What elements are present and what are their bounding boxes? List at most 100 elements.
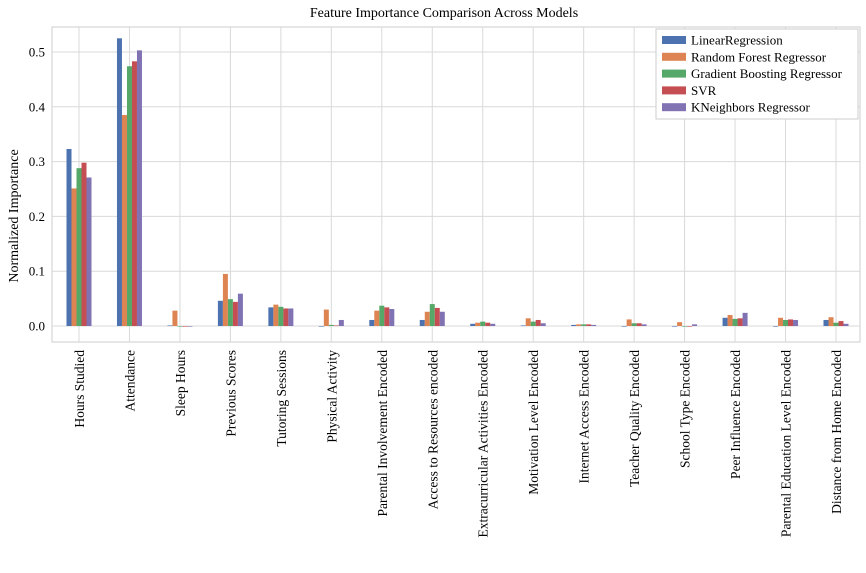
bar xyxy=(237,293,243,326)
bar xyxy=(793,319,799,326)
bar xyxy=(323,309,329,326)
bar xyxy=(328,324,334,326)
bar xyxy=(525,318,531,326)
y-tick-label: 0.2 xyxy=(29,209,45,224)
bar xyxy=(71,188,77,326)
bar xyxy=(369,319,375,326)
x-tick-label: Hours Studied xyxy=(72,350,87,428)
bar xyxy=(227,299,233,326)
bar xyxy=(222,273,228,326)
bar xyxy=(833,322,839,326)
bar xyxy=(626,319,632,326)
x-tick-label: Extracurricular Activities Encoded xyxy=(476,350,491,538)
bar xyxy=(66,148,72,326)
y-tick-label: 0.0 xyxy=(29,319,45,334)
bar xyxy=(490,323,496,326)
bar xyxy=(116,38,122,327)
bar xyxy=(182,326,188,327)
bar xyxy=(475,322,481,326)
x-tick-label: Tutoring Sessions xyxy=(274,350,289,447)
bar xyxy=(338,319,344,326)
bar xyxy=(439,311,445,326)
bar xyxy=(384,307,390,326)
bar xyxy=(480,321,486,326)
bar xyxy=(828,317,834,326)
y-axis-ticks: 0.0 0.1 0.2 0.3 0.4 0.5 xyxy=(29,45,46,334)
legend-entry: LinearRegression xyxy=(691,33,783,48)
bar xyxy=(187,326,193,327)
bar xyxy=(687,326,693,327)
bar xyxy=(621,326,627,327)
bars xyxy=(66,38,849,327)
bar xyxy=(843,323,849,326)
legend-swatch xyxy=(662,86,686,95)
bar xyxy=(540,323,546,326)
x-tick-label: Physical Activity xyxy=(324,350,339,443)
bar xyxy=(389,309,395,326)
bar xyxy=(379,305,385,326)
bar xyxy=(177,326,183,327)
legend-swatch xyxy=(662,103,686,112)
bar xyxy=(823,319,829,326)
bar xyxy=(692,324,698,326)
y-tick-label: 0.1 xyxy=(29,264,45,279)
bar xyxy=(283,308,289,326)
bar xyxy=(742,312,748,326)
x-tick-label: Motivation Level Encoded xyxy=(526,350,541,495)
bar xyxy=(374,310,380,326)
bar xyxy=(520,325,526,327)
legend-entry: SVR xyxy=(691,83,717,98)
bar xyxy=(217,300,223,326)
bar xyxy=(586,324,592,326)
bar xyxy=(737,318,743,326)
bar xyxy=(81,162,87,326)
x-tick-label: Internet Access Encoded xyxy=(577,350,592,484)
bar xyxy=(268,307,274,326)
y-tick-label: 0.4 xyxy=(29,99,46,114)
x-tick-label: Teacher Quality Encoded xyxy=(627,350,642,487)
x-tick-label: Sleep Hours xyxy=(173,350,188,416)
legend-box xyxy=(655,28,859,120)
bar xyxy=(778,317,784,326)
bar xyxy=(126,66,132,327)
legend-entry: KNeighbors Regressor xyxy=(691,100,810,115)
bar xyxy=(783,319,789,326)
y-tick-label: 0.5 xyxy=(29,45,45,60)
y-axis-label: Normalized Importance xyxy=(7,149,22,282)
x-axis-ticks: Hours Studied Attendance Sleep Hours Previo… xyxy=(72,350,844,538)
bar xyxy=(131,61,137,326)
x-tick-label: Previous Scores xyxy=(223,350,238,437)
bar xyxy=(288,308,294,326)
bar xyxy=(788,319,794,326)
x-tick-label: Parental Education Level Encoded xyxy=(779,350,794,537)
x-tick-label: Parental Involvement Encoded xyxy=(375,350,390,517)
bar xyxy=(722,317,728,326)
x-tick-label: School Type Encoded xyxy=(678,350,693,468)
bar xyxy=(333,325,339,327)
bar xyxy=(278,306,284,326)
x-tick-label: Distance from Home Encoded xyxy=(829,350,844,514)
bar xyxy=(672,326,678,327)
legend-swatch xyxy=(662,69,686,78)
bar xyxy=(232,301,238,326)
x-tick-label: Attendance xyxy=(122,350,137,411)
x-tick-label: Access to Resources encoded xyxy=(425,350,440,510)
bar xyxy=(429,304,435,326)
bar xyxy=(424,311,430,326)
bar xyxy=(419,319,425,326)
bar xyxy=(121,115,127,327)
bar xyxy=(273,304,279,326)
bar xyxy=(838,321,844,326)
bar xyxy=(591,324,597,326)
bar xyxy=(167,325,173,327)
bar xyxy=(677,322,683,326)
bar xyxy=(571,324,577,326)
bar xyxy=(434,307,440,326)
bar xyxy=(732,318,738,326)
bar xyxy=(136,50,142,327)
bar xyxy=(535,319,541,326)
bar xyxy=(773,326,779,327)
bar xyxy=(172,310,178,326)
legend-swatch xyxy=(662,52,686,61)
